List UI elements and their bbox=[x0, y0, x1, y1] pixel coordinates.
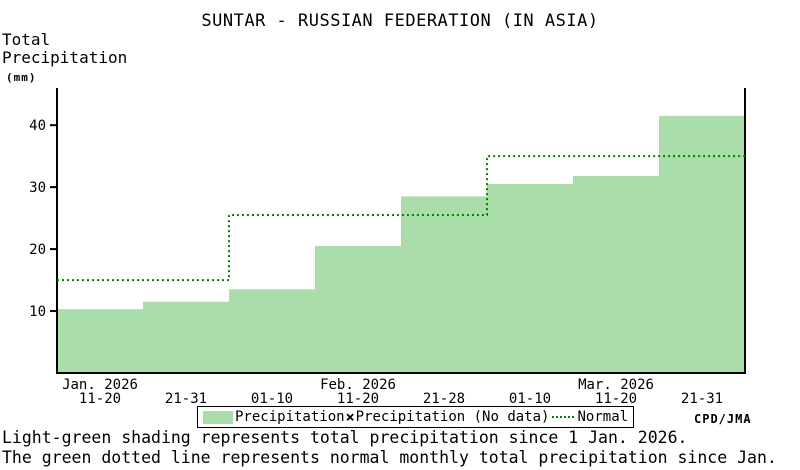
y-axis-tick-label: 30 bbox=[29, 180, 46, 196]
x-axis-dekad-label: 21-31 bbox=[165, 391, 207, 407]
y-axis-title: Total Precipitation (mm) bbox=[2, 31, 127, 87]
legend-nodata-marker-icon: × bbox=[345, 408, 355, 426]
y-axis-title-line1: Total bbox=[2, 30, 51, 49]
normal-line bbox=[57, 155, 745, 282]
footer-line1: Light-green shading represents total pre… bbox=[2, 428, 688, 447]
legend-precipitation-swatch bbox=[203, 410, 233, 424]
legend-normal-label: Normal bbox=[577, 409, 629, 425]
x-axis-month-label: Mar. 2026 bbox=[578, 377, 654, 393]
legend-precipitation-label: Precipitation bbox=[235, 409, 345, 425]
x-axis-month-label: Jan. 2026 bbox=[62, 377, 138, 393]
chart-legend: Precipitation × Precipitation (No data) … bbox=[197, 406, 635, 428]
axes bbox=[56, 88, 746, 374]
x-axis-dekad-label: 11-20 bbox=[337, 391, 379, 407]
x-axis-dekad-label: 21-28 bbox=[423, 391, 465, 407]
x-axis-dekad-label: 11-20 bbox=[79, 391, 121, 407]
x-axis-dekad-label: 01-10 bbox=[251, 391, 293, 407]
y-axis-tick-label: 40 bbox=[29, 118, 46, 134]
credit-label: CPD/JMA bbox=[694, 412, 752, 426]
x-axis-month-label: Feb. 2026 bbox=[320, 377, 396, 393]
precipitation-area bbox=[57, 115, 745, 373]
x-axis-dekad-label: 21-31 bbox=[681, 391, 723, 407]
y-axis-tick-label: 10 bbox=[29, 304, 46, 320]
y-axis-title-line2: Precipitation bbox=[2, 48, 128, 67]
legend-nodata-label: Precipitation (No data) bbox=[355, 409, 550, 425]
x-axis-dekad-label: 01-10 bbox=[509, 391, 551, 407]
legend-normal-line-icon bbox=[552, 416, 575, 418]
footer-line2: The green dotted line represents normal … bbox=[2, 448, 777, 467]
y-axis-unit: (mm) bbox=[6, 71, 37, 84]
y-axis-tick-label: 20 bbox=[29, 242, 46, 258]
x-axis-dekad-label: 11-20 bbox=[595, 391, 637, 407]
chart-title: SUNTAR - RUSSIAN FEDERATION (IN ASIA) bbox=[201, 11, 599, 31]
